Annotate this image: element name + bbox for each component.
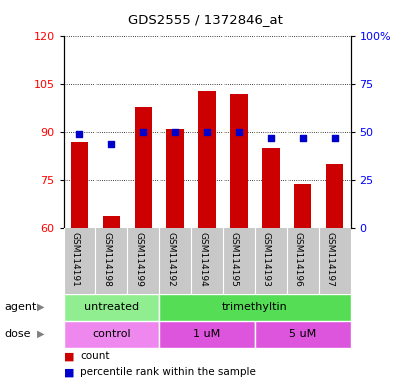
Point bbox=[330, 135, 337, 141]
Bar bbox=[159, 294, 350, 321]
Text: percentile rank within the sample: percentile rank within the sample bbox=[80, 367, 255, 377]
Text: ■: ■ bbox=[63, 367, 74, 377]
Bar bbox=[102, 216, 120, 228]
Point bbox=[108, 141, 115, 147]
Text: ▶: ▶ bbox=[37, 329, 45, 339]
Text: count: count bbox=[80, 351, 109, 361]
Bar bbox=[198, 91, 215, 228]
Text: GSM114199: GSM114199 bbox=[134, 232, 143, 286]
Text: GSM114193: GSM114193 bbox=[261, 232, 270, 286]
Point bbox=[299, 135, 305, 141]
Text: GSM114195: GSM114195 bbox=[229, 232, 238, 286]
Text: control: control bbox=[92, 329, 130, 339]
Text: ■: ■ bbox=[63, 351, 74, 361]
Point bbox=[203, 129, 210, 136]
Point bbox=[139, 129, 146, 136]
Text: untreated: untreated bbox=[83, 302, 139, 312]
Point bbox=[76, 131, 83, 137]
Text: GSM114196: GSM114196 bbox=[293, 232, 302, 286]
Bar bbox=[70, 142, 88, 228]
Text: ▶: ▶ bbox=[37, 302, 45, 312]
Text: trimethyltin: trimethyltin bbox=[221, 302, 287, 312]
Bar bbox=[293, 184, 311, 228]
Point bbox=[235, 129, 242, 136]
Bar bbox=[134, 107, 152, 228]
Text: 1 uM: 1 uM bbox=[193, 329, 220, 339]
Text: GSM114192: GSM114192 bbox=[166, 232, 175, 286]
Point bbox=[267, 135, 274, 141]
Text: GSM114197: GSM114197 bbox=[325, 232, 334, 286]
Bar bbox=[63, 321, 159, 348]
Text: GSM114191: GSM114191 bbox=[70, 232, 79, 286]
Text: dose: dose bbox=[4, 329, 31, 339]
Text: GDS2555 / 1372846_at: GDS2555 / 1372846_at bbox=[127, 13, 282, 26]
Bar bbox=[159, 321, 254, 348]
Text: GSM114194: GSM114194 bbox=[198, 232, 207, 286]
Bar bbox=[325, 164, 343, 228]
Bar bbox=[261, 149, 279, 228]
Text: 5 uM: 5 uM bbox=[288, 329, 316, 339]
Text: agent: agent bbox=[4, 302, 36, 312]
Bar bbox=[63, 294, 159, 321]
Bar bbox=[229, 94, 247, 228]
Point bbox=[171, 129, 178, 136]
Text: GSM114198: GSM114198 bbox=[102, 232, 111, 286]
Bar bbox=[166, 129, 184, 228]
Bar bbox=[254, 321, 350, 348]
